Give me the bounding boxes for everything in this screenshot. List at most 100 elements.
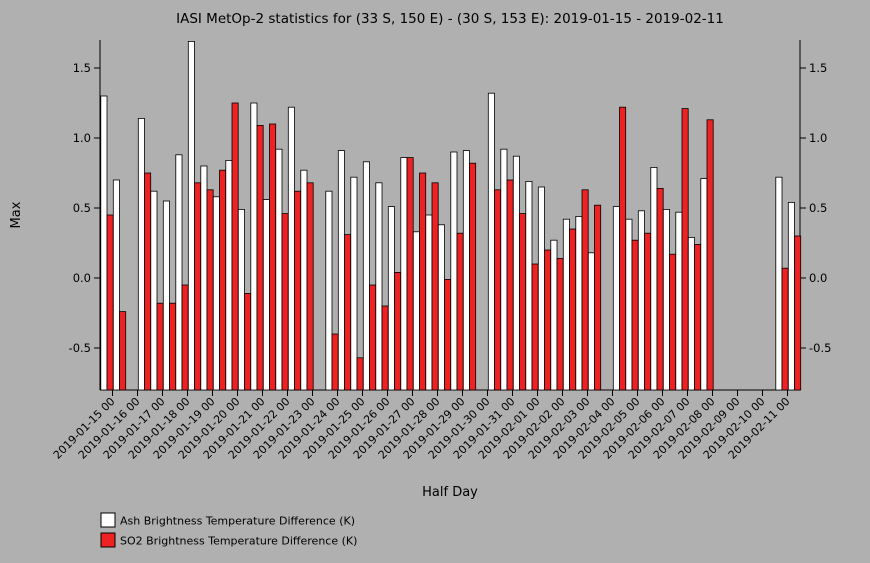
- bar-so2: [456, 232, 464, 391]
- bar-so2: [494, 189, 502, 391]
- chart-title: IASI MetOp-2 statistics for (33 S, 150 E…: [176, 11, 724, 27]
- bar-ash: [562, 218, 570, 391]
- bar-so2: [694, 243, 702, 391]
- bar-so2: [569, 228, 577, 391]
- bar-so2: [644, 232, 652, 391]
- bar-ash: [487, 92, 495, 391]
- bar-so2: [431, 182, 439, 391]
- bar-so2: [106, 214, 114, 391]
- plot-area: -0.5 -0.50.0 0.00.5 0.51.0 1.01.5 1.52019-01-…: [51, 40, 831, 462]
- bar-ash: [387, 206, 395, 391]
- y-tick-label-left: 0.5: [73, 201, 91, 215]
- bar-so2: [331, 333, 339, 391]
- bar-ash: [200, 165, 208, 391]
- bar-ash: [525, 180, 533, 391]
- legend: Ash Brightness Temperature Difference (K…: [100, 512, 357, 548]
- bar-ash: [650, 166, 658, 391]
- bar-so2: [469, 162, 477, 391]
- bar-ash: [337, 150, 345, 391]
- bar-ash: [300, 169, 308, 391]
- bar-ash: [425, 214, 433, 391]
- bar-ash: [587, 252, 595, 391]
- legend-swatch-so2: [100, 532, 116, 548]
- legend-label-so2: SO2 Brightness Temperature Difference (K…: [120, 535, 357, 548]
- bar-so2: [556, 257, 564, 391]
- y-tick-label-left: 0.0: [73, 271, 91, 285]
- bar-so2: [631, 239, 639, 391]
- bar-so2: [581, 189, 589, 391]
- y-tick-label-right: 1.0: [809, 131, 827, 145]
- legend-swatch-ash: [100, 512, 116, 528]
- x-axis-label: Half Day: [422, 485, 478, 500]
- bar-so2: [381, 305, 389, 391]
- bar-so2: [406, 157, 414, 391]
- bar-so2: [144, 172, 152, 391]
- y-axis-label: Max: [9, 201, 24, 228]
- bar-so2: [594, 204, 602, 391]
- bar-so2: [231, 102, 239, 391]
- bar-so2: [369, 284, 377, 391]
- bar-so2: [119, 311, 127, 391]
- bar-ash: [187, 41, 195, 391]
- bar-ash: [225, 159, 233, 391]
- bar-ash: [150, 190, 158, 391]
- bar-ash: [100, 95, 108, 391]
- bar-so2: [519, 213, 527, 391]
- bar-ash: [662, 208, 670, 391]
- bar-so2: [794, 235, 802, 391]
- legend-label-ash: Ash Brightness Temperature Difference (K…: [120, 515, 355, 528]
- bar-so2: [506, 179, 514, 391]
- bar-ash: [637, 210, 645, 391]
- bar-ash: [375, 182, 383, 391]
- bar-so2: [244, 292, 252, 391]
- bar-so2: [781, 267, 789, 391]
- bar-ash: [262, 199, 270, 391]
- bar-ash: [687, 236, 695, 391]
- bar-ash: [275, 148, 283, 391]
- bar-ash: [362, 161, 370, 391]
- bar-ash: [437, 224, 445, 391]
- bar-so2: [256, 125, 264, 391]
- bar-so2: [444, 278, 452, 391]
- bar-so2: [294, 190, 302, 391]
- bar-ash: [400, 157, 408, 391]
- y-tick-label-left: 1.0: [73, 131, 91, 145]
- bar-ash: [787, 201, 795, 391]
- bar-ash: [512, 155, 520, 391]
- y-tick-label-left: -0.5: [69, 341, 91, 355]
- bar-so2: [419, 172, 427, 391]
- bar-so2: [169, 302, 177, 391]
- y-tick-label-right: 0.5: [809, 201, 827, 215]
- bar-so2: [356, 357, 364, 391]
- bar-so2: [306, 182, 314, 391]
- y-tick-label-right: 0.0: [809, 271, 827, 285]
- y-tick-label-left: 1.5: [73, 61, 91, 75]
- bar-ash: [500, 148, 508, 391]
- bar-ash: [612, 206, 620, 391]
- bar-so2: [206, 189, 214, 391]
- bar-ash: [137, 118, 145, 391]
- bar-so2: [531, 263, 539, 391]
- bar-ash: [287, 106, 295, 391]
- bar-ash: [112, 179, 120, 391]
- bar-ash: [450, 151, 458, 391]
- bar-ash: [625, 218, 633, 391]
- bar-so2: [394, 271, 402, 391]
- bar-ash: [575, 215, 583, 391]
- bar-ash: [175, 154, 183, 391]
- bar-ash: [462, 150, 470, 391]
- bar-ash: [237, 208, 245, 391]
- bar-so2: [281, 213, 289, 391]
- bar-so2: [194, 182, 202, 391]
- bar-so2: [669, 253, 677, 391]
- bar-ash: [250, 102, 258, 391]
- bar-ash: [537, 186, 545, 391]
- bar-ash: [700, 178, 708, 391]
- bar-so2: [269, 123, 277, 391]
- bar-so2: [681, 108, 689, 391]
- bar-ash: [550, 239, 558, 391]
- bar-ash: [675, 211, 683, 391]
- bar-ash: [412, 231, 420, 391]
- bar-ash: [212, 196, 220, 391]
